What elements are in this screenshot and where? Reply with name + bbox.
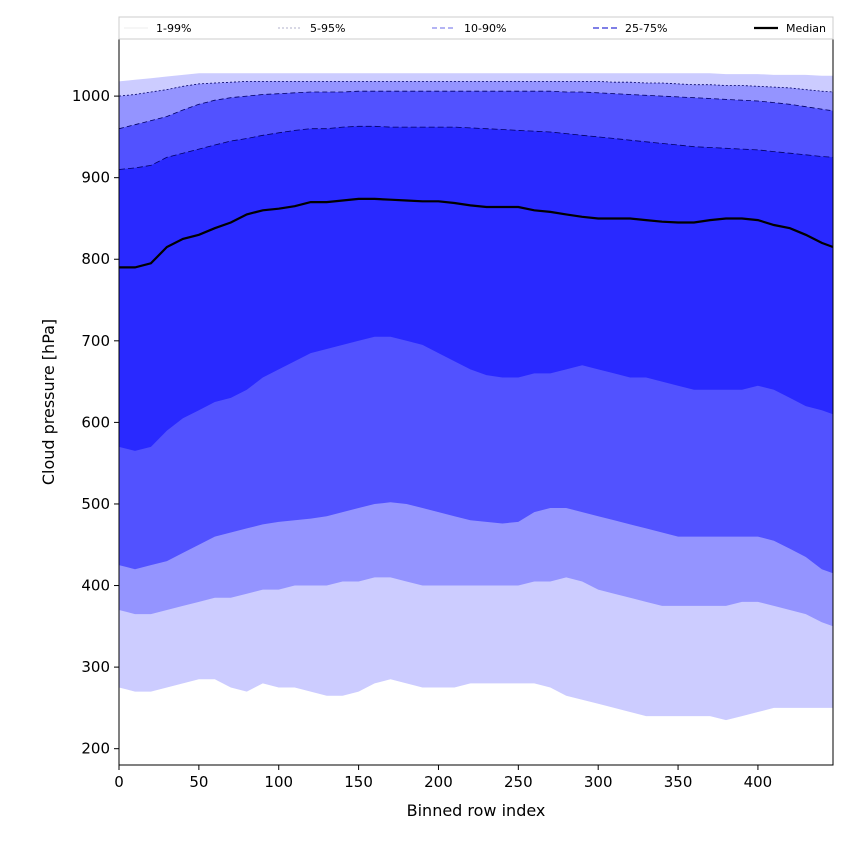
edge-25-75 [119, 125, 833, 170]
x-tick-label: 100 [264, 773, 293, 791]
x-axis-label: Binned row index [407, 801, 546, 820]
legend-label-median: Median [786, 22, 826, 35]
x-axis: 0 50 100 150 200 250 300 350 400 [114, 765, 772, 791]
x-tick-label: 350 [664, 773, 693, 791]
legend-frame [118, 16, 834, 40]
x-tick-label: 200 [424, 773, 453, 791]
x-tick-label: 150 [344, 773, 373, 791]
edge-5-95 [119, 81, 833, 97]
lines-layer [119, 81, 833, 269]
y-tick-label: 600 [81, 413, 110, 431]
x-tick-label: 400 [744, 773, 773, 791]
y-axis-label: Cloud pressure [hPa] [39, 319, 58, 485]
y-axis: 200 300 400 500 600 700 800 900 1000 [72, 87, 119, 758]
y-tick-label: 800 [81, 250, 110, 268]
x-tick-label: 250 [504, 773, 533, 791]
legend-label-10-90: 10-90% [464, 22, 506, 35]
band-25-75 [119, 126, 833, 451]
legend: 1-99% 5-95% 10-90% 25-75% Median [118, 16, 834, 40]
y-tick-label: 200 [81, 740, 110, 758]
y-tick-label: 1000 [72, 87, 110, 105]
x-tick-label: 0 [114, 773, 124, 791]
edge-10-90 [119, 90, 833, 130]
line-median [119, 197, 833, 269]
bands-layer [119, 73, 833, 721]
x-tick-label: 300 [584, 773, 613, 791]
y-tick-label: 900 [81, 169, 110, 187]
legend-label-1-99: 1-99% [156, 22, 191, 35]
legend-label-5-95: 5-95% [310, 22, 345, 35]
legend-label-25-75: 25-75% [625, 22, 667, 35]
y-tick-label: 700 [81, 332, 110, 350]
x-tick-label: 50 [189, 773, 208, 791]
y-tick-label: 400 [81, 577, 110, 595]
y-tick-label: 300 [81, 658, 110, 676]
y-tick-label: 500 [81, 495, 110, 513]
